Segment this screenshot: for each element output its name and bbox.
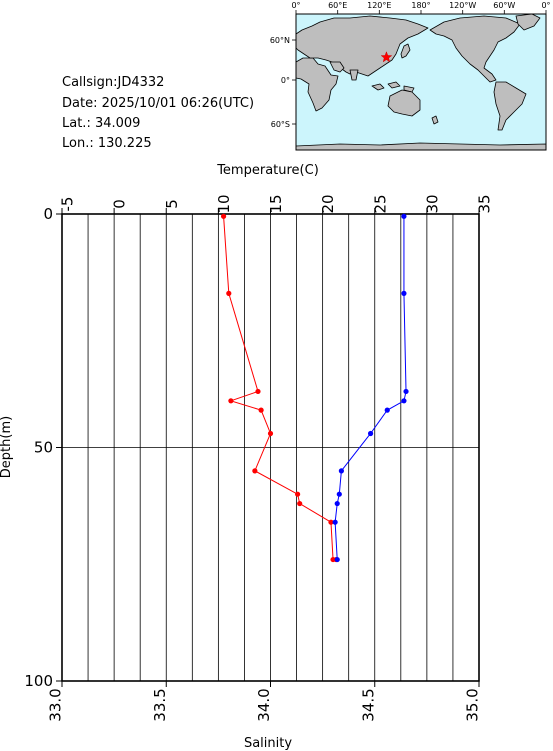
- temperature-data-point: [297, 500, 303, 507]
- map-lat-label: 0°: [281, 76, 290, 85]
- salinity-data-point: [401, 398, 407, 404]
- profile-chart: -5 0 5 10 15 20 25 30 35 33.0 33.5 34.0 34.5 35.0 0 50 1…: [0, 163, 494, 751]
- salinity-tick-label: 35.0: [464, 688, 482, 721]
- salinity-axis-title: Salinity: [244, 736, 292, 751]
- callsign-text: Callsign:JD4332: [62, 75, 164, 90]
- temperature-tick-label: -5: [59, 197, 77, 212]
- salinity-data-point: [401, 213, 407, 219]
- temperature-tick-label: 15: [267, 194, 285, 213]
- temperature-data-point: [328, 519, 334, 525]
- map-lon-label: 120°W: [449, 1, 476, 10]
- depth-tick-label: 50: [34, 439, 53, 457]
- temperature-data-point: [267, 430, 274, 437]
- map-lon-label: 0°: [541, 1, 550, 10]
- temperature-tick-label: 25: [371, 194, 389, 213]
- salinity-profile-line: [334, 216, 407, 560]
- station-star-marker: [380, 51, 393, 63]
- map-lat-label: 60°S: [271, 120, 290, 129]
- salinity-data-point: [334, 556, 340, 563]
- latitude-text: Lat.: 34.009: [62, 116, 140, 131]
- salinity-data-point: [367, 430, 374, 437]
- longitude-text: Lon.: 130.225: [62, 136, 152, 151]
- temperature-tick-label: 10: [215, 194, 233, 213]
- map-tick-marks: [292, 10, 547, 125]
- map-lon-label: 60°W: [493, 1, 515, 10]
- salinity-tick-label: 33.0: [47, 688, 65, 721]
- station-info: Callsign:JD4332 Date: 2025/10/01 06:26(U…: [62, 75, 254, 151]
- temperature-data-point: [220, 213, 227, 219]
- depth-tick-label: 0: [43, 205, 53, 223]
- temperature-tick-label: 5: [163, 199, 181, 209]
- salinity-tick-label: 34.5: [359, 688, 377, 721]
- temperature-data-point: [228, 398, 234, 404]
- chart-ticks: -5 0 5 10 15 20 25 30 35 33.0 33.5 34.0 34.5 35.0 0 50 1…: [24, 194, 493, 721]
- date-text: Date: 2025/10/01 06:26(UTC): [62, 96, 254, 111]
- chart-grid: [62, 214, 479, 681]
- salinity-tick-label: 34.0: [255, 688, 273, 721]
- temperature-axis-title: Temperature(C): [216, 163, 319, 178]
- temperature-data-point: [226, 290, 232, 296]
- map-lat-label: 60°N: [270, 36, 290, 45]
- salinity-data-point: [332, 519, 338, 525]
- temperature-data-point: [295, 491, 301, 497]
- salinity-data-point: [403, 388, 409, 395]
- map-lon-label: 180°: [411, 1, 430, 10]
- chart-series: [220, 213, 409, 563]
- temperature-tick-label: 35: [476, 194, 494, 213]
- temperature-tick-label: 20: [319, 194, 337, 213]
- temperature-tick-label: 0: [111, 199, 129, 209]
- salinity-data-point: [401, 290, 407, 296]
- temperature-data-point: [252, 468, 258, 474]
- salinity-data-point: [338, 468, 344, 474]
- depth-tick-label: 100: [24, 672, 53, 690]
- salinity-data-point: [334, 500, 340, 507]
- salinity-data-point: [384, 407, 390, 413]
- map-lon-label: 0°: [291, 1, 300, 10]
- map-lon-label: 60°E: [328, 1, 347, 10]
- temperature-tick-label: 30: [423, 194, 441, 213]
- salinity-data-point: [336, 491, 342, 497]
- depth-axis-title: Depth(m): [0, 416, 14, 478]
- temperature-data-point: [255, 388, 261, 395]
- map-land: [295, 13, 547, 151]
- map-top-tick-labels: 0° 60°E 120°E 180° 120°W 60°W 0°: [291, 1, 550, 10]
- temperature-data-point: [258, 407, 264, 413]
- world-map: 0° 60°E 120°E 180° 120°W 60°W 0° 60°N 0°…: [270, 1, 551, 151]
- map-left-tick-labels: 60°N 0° 60°S: [270, 36, 290, 129]
- temperature-profile-line: [223, 216, 337, 561]
- map-lon-label: 120°E: [367, 1, 391, 10]
- salinity-tick-label: 33.5: [151, 688, 169, 721]
